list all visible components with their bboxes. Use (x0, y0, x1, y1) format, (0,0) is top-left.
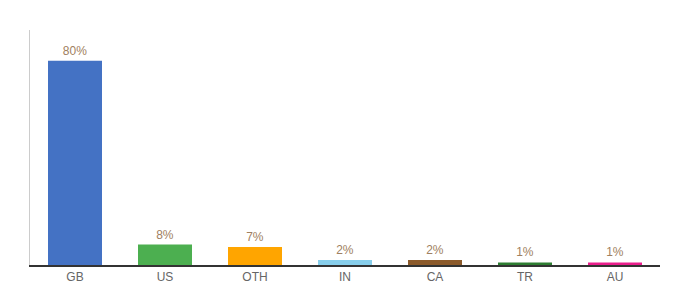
svg-text:8%: 8% (156, 228, 174, 242)
svg-text:1%: 1% (606, 245, 624, 259)
svg-text:2%: 2% (336, 243, 354, 257)
svg-text:TR: TR (517, 270, 533, 284)
svg-text:7%: 7% (246, 230, 264, 244)
svg-text:CA: CA (427, 270, 444, 284)
svg-text:US: US (157, 270, 174, 284)
svg-text:OTH: OTH (242, 270, 267, 284)
svg-text:IN: IN (339, 270, 351, 284)
svg-text:1%: 1% (516, 245, 534, 259)
svg-text:80%: 80% (63, 44, 87, 58)
svg-text:2%: 2% (426, 243, 444, 257)
svg-text:GB: GB (66, 270, 83, 284)
svg-text:AU: AU (607, 270, 624, 284)
